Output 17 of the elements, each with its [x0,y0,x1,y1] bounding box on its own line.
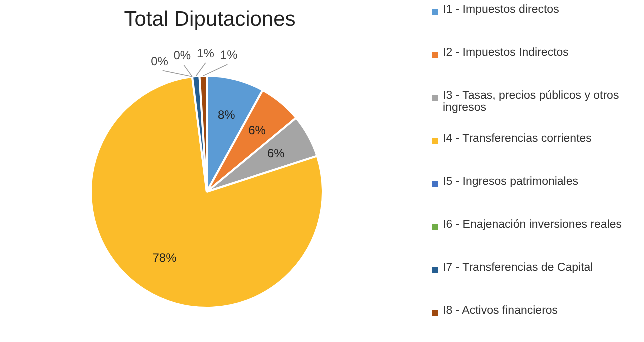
legend-label: I1 - Impuestos directos [443,4,560,16]
text: 0% [151,54,168,69]
data-label: 6% [267,146,286,160]
legend-label: I4 - Transferencias corrientes [443,133,592,145]
legend-label: I8 - Activos financieros [443,305,558,317]
data-label: 6% [248,124,266,138]
legend-label: I7 - Transferencias de Capital [443,262,594,274]
data-label: 1% [197,46,215,60]
legend-label: I5 - Ingresos patrimoniales [443,176,579,188]
legend-label: I6 - Enajenación inversiones reales [443,219,622,231]
data-label: 1% [220,48,238,62]
data-label: 8% [218,108,236,122]
data-label: 78% [152,250,178,265]
chart-title: Total Diputaciones [123,8,297,32]
text: 0% [174,48,192,63]
legend-label: I3 - Tasas, precios públicos y otros ingresos [443,90,620,114]
legend-label: I2 - Impuestos Indirectos [443,47,569,59]
